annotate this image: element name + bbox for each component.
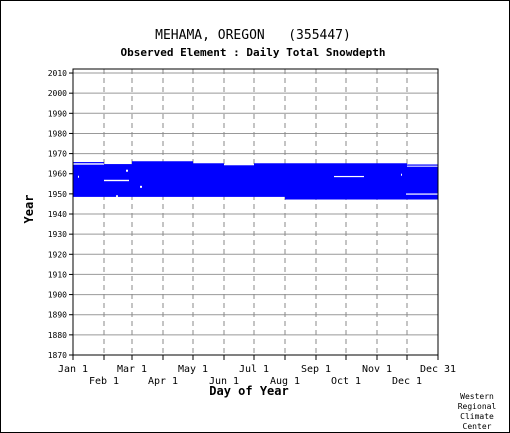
plot-border (72, 68, 439, 356)
y-tick-label: 1960 (48, 170, 67, 179)
x-tick-label: Sep 1 (301, 364, 331, 375)
x-tick-label: Jun 1 (209, 376, 239, 387)
missing-data-gap (126, 169, 128, 172)
x-tick-label: Mar 1 (117, 364, 147, 375)
credit-line-2: Regional (458, 402, 497, 411)
y-tick-label: 1920 (48, 250, 67, 259)
credit-line-1: Western (460, 392, 494, 401)
snowdepth-bar (285, 163, 407, 200)
missing-data-gap (401, 173, 402, 176)
missing-data-gap (406, 193, 438, 195)
snowdepth-bar (224, 165, 254, 197)
x-tick-label: Nov 1 (362, 364, 392, 375)
y-tick-label: 1950 (48, 190, 67, 199)
x-tick-label: May 1 (178, 364, 208, 375)
y-tick-label: 2000 (48, 89, 67, 98)
x-tick-label: Dec 1 (392, 376, 422, 387)
x-tick-label: Dec 31 (420, 364, 456, 375)
chart-subtitle: Observed Element : Daily Total Snowdepth (121, 46, 386, 59)
y-tick-label: 1990 (48, 109, 67, 118)
y-tick-label: 1980 (48, 129, 67, 138)
y-tick-label: 1930 (48, 230, 67, 239)
y-tick-label: 1870 (48, 351, 67, 360)
x-tick-label: Jul 1 (239, 364, 269, 375)
missing-data-gap (334, 175, 364, 178)
missing-data-gap (116, 195, 118, 197)
credit-line-4: Center (463, 422, 492, 431)
snowdepth-bar (254, 163, 285, 197)
y-tick-label: 1940 (48, 210, 67, 219)
x-tick-label: Aug 1 (270, 376, 300, 387)
y-axis-label: Year (22, 195, 36, 224)
y-tick-label: 1890 (48, 311, 67, 320)
snowdepth-bar (73, 162, 104, 164)
credit-line-3: Climate (460, 412, 494, 421)
missing-data-gap (140, 185, 142, 188)
snowdepth-bar (193, 163, 224, 197)
y-tick-label: 1970 (48, 150, 67, 159)
chart-title: MEHAMA, OREGON (355447) (155, 28, 351, 43)
plot-area: 2010 2000 1990 1980 1970 1960 1950 1940 1930 1920… (48, 68, 456, 387)
x-axis-label: Day of Year (209, 384, 288, 398)
x-tick-label: Jan 1 (58, 364, 88, 375)
y-tick-label: 1900 (48, 291, 67, 300)
x-tick-label: Apr 1 (148, 376, 178, 387)
missing-data-gap (78, 175, 79, 178)
snowdepth-bar (73, 164, 104, 197)
snowdepth-bar (132, 161, 193, 197)
missing-data-gap (104, 179, 129, 182)
snowdepth-bar (407, 164, 438, 166)
y-tick-label: 1880 (48, 331, 67, 340)
x-tick-label: Feb 1 (89, 376, 119, 387)
y-tick-label: 1910 (48, 270, 67, 279)
x-tick-label: Oct 1 (331, 376, 361, 387)
y-tick-label: 2010 (48, 69, 67, 78)
